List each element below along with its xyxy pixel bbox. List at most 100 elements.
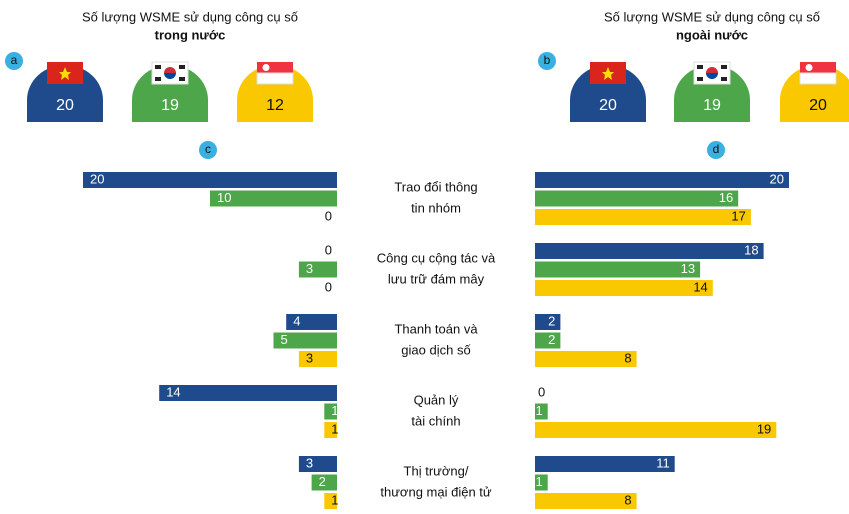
bar xyxy=(535,261,701,278)
panel-badge xyxy=(5,52,23,70)
category-label: Trao đổi thông xyxy=(394,179,477,194)
bar xyxy=(535,456,675,472)
value-label: 20 xyxy=(770,171,784,186)
value-label: 14 xyxy=(693,279,707,294)
flag-circle-top xyxy=(706,67,718,73)
bar xyxy=(286,314,337,330)
value-label: 5 xyxy=(281,332,288,347)
dome-value: 20 xyxy=(56,97,74,114)
bar xyxy=(535,243,764,259)
bar xyxy=(83,172,337,188)
value-label: 3 xyxy=(306,261,313,276)
dome xyxy=(570,65,646,122)
flag-trigram xyxy=(721,65,727,69)
bar xyxy=(210,190,337,207)
category-label: lưu trữ đám mây xyxy=(388,271,485,286)
flag xyxy=(257,62,293,73)
category-label: tài chính xyxy=(411,413,460,428)
value-label: 20 xyxy=(90,171,104,186)
dome xyxy=(237,65,313,122)
value-label: 3 xyxy=(306,455,313,470)
flag-trigram xyxy=(697,65,703,69)
value-label: 19 xyxy=(757,421,771,436)
category-label: Thanh toán và xyxy=(394,321,478,336)
bar xyxy=(535,172,789,188)
panel-badge xyxy=(538,52,556,70)
bar xyxy=(298,261,337,278)
value-label: 11 xyxy=(656,455,670,470)
flag-trigram xyxy=(721,77,727,81)
value-label: 1 xyxy=(331,492,338,507)
bar xyxy=(298,351,337,367)
flag-trigram xyxy=(697,77,703,81)
category-label: thương mại điện tử xyxy=(380,484,492,499)
category-label: Thị trường/ xyxy=(404,463,469,478)
value-label: 4 xyxy=(293,313,300,328)
bar xyxy=(535,314,561,330)
flag xyxy=(799,72,837,85)
flag xyxy=(800,62,836,73)
value-label: 0 xyxy=(325,208,332,223)
dome xyxy=(27,65,103,122)
flag-trigram xyxy=(155,65,161,69)
bar xyxy=(535,332,561,349)
category-label: tin nhóm xyxy=(411,200,461,215)
value-label: 2 xyxy=(319,474,326,489)
bar xyxy=(535,209,751,225)
panel-title: Số lượng WSME sử dụng công cụ số xyxy=(82,9,298,24)
flag-circle-bottom xyxy=(164,73,176,79)
bar xyxy=(535,493,637,509)
flag-moon xyxy=(262,64,270,71)
chart-badge xyxy=(707,141,725,159)
value-label: 10 xyxy=(217,190,231,205)
value-label: 0 xyxy=(325,242,332,257)
flag-trigram xyxy=(179,77,185,81)
bar xyxy=(535,403,548,420)
bar xyxy=(535,351,637,367)
category-label: Công cụ cộng tác và xyxy=(377,250,496,265)
flag-trigram xyxy=(179,65,185,69)
value-label: 1 xyxy=(535,403,542,418)
value-label: 2 xyxy=(548,313,555,328)
bar xyxy=(324,422,337,438)
bar xyxy=(298,456,337,472)
bar xyxy=(535,190,739,207)
flag-star xyxy=(59,67,71,80)
value-label: 0 xyxy=(325,279,332,294)
category-label: Quản lý xyxy=(414,392,459,407)
bar xyxy=(273,332,337,349)
bar xyxy=(535,422,777,438)
flag-star xyxy=(602,67,614,80)
value-label: 17 xyxy=(731,208,745,223)
value-label: 13 xyxy=(681,261,695,276)
chart-badge-label: c xyxy=(205,142,211,156)
bar xyxy=(535,280,713,296)
value-label: 1 xyxy=(331,403,338,418)
value-label: 8 xyxy=(624,492,631,507)
value-label: 0 xyxy=(538,384,545,399)
panel-subtitle: ngoài nước xyxy=(676,27,748,42)
value-label: 16 xyxy=(719,190,733,205)
value-label: 8 xyxy=(624,350,631,365)
panel-title: Số lượng WSME sử dụng công cụ số xyxy=(604,9,820,24)
flag-circle-top xyxy=(164,67,176,73)
dome-value: 19 xyxy=(703,97,721,114)
chart-badge-label: d xyxy=(713,142,720,156)
category-label: giao dịch số xyxy=(401,342,470,357)
value-label: 3 xyxy=(306,350,313,365)
panel-badge-label: b xyxy=(544,53,551,67)
value-label: 1 xyxy=(331,421,338,436)
value-label: 14 xyxy=(166,384,180,399)
flag-trigram xyxy=(155,77,161,81)
dome-value: 20 xyxy=(599,97,617,114)
dome-value: 12 xyxy=(266,97,284,114)
bar xyxy=(311,474,337,491)
value-label: 1 xyxy=(535,474,542,489)
dome xyxy=(674,65,750,122)
bar xyxy=(535,474,548,491)
value-label: 2 xyxy=(548,332,555,347)
panel-badge-label: a xyxy=(11,53,18,67)
bar xyxy=(324,493,337,509)
flag-moon xyxy=(805,64,813,71)
